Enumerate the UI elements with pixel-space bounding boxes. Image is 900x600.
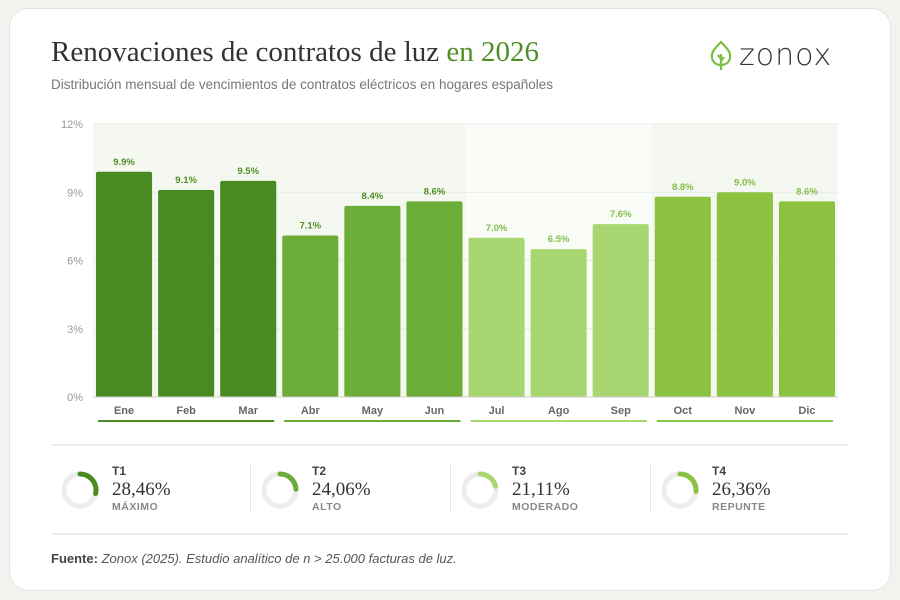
source-note: Fuente: Zonox (2025). Estudio analítico … (51, 551, 457, 566)
x-tick-label: Abr (301, 405, 321, 417)
quarter-label: MÁXIMO (112, 501, 159, 513)
bar-jun (406, 201, 463, 397)
bar-sep (592, 224, 649, 397)
y-tick-label: 0% (67, 392, 83, 404)
bar-feb (158, 189, 215, 397)
bar-dic (778, 201, 835, 397)
quarter-label: MODERADO (512, 501, 579, 513)
logo: zonox (709, 38, 832, 73)
data-label: 6.5% (548, 234, 570, 245)
bar-ago (530, 249, 587, 397)
donut-icon (61, 471, 99, 509)
leaf-icon (710, 39, 732, 70)
bar-may (344, 205, 401, 397)
title-highlight: en 2026 (446, 36, 540, 68)
quarter-name: T2 (312, 464, 327, 478)
data-label: 7.1% (299, 220, 321, 231)
data-label: 9.5% (237, 166, 259, 177)
x-tick-label: Sep (611, 405, 631, 417)
data-label: 8.4% (362, 191, 384, 202)
separator (650, 463, 651, 513)
data-label: 8.6% (424, 186, 446, 197)
subtitle: Distribución mensual de vencimientos de … (51, 77, 554, 92)
y-tick-label: 3% (67, 324, 83, 336)
x-tick-label: Ago (548, 405, 570, 417)
x-tick-label: Nov (734, 405, 756, 417)
data-label: 8.8% (672, 182, 694, 193)
separator (450, 463, 451, 513)
quarter-value: 26,36% (712, 479, 771, 500)
quarter-label: ALTO (312, 501, 342, 513)
donut-icon (661, 471, 699, 509)
bar-abr (282, 235, 339, 397)
x-tick-label: Jul (489, 405, 505, 417)
divider (51, 533, 849, 535)
data-label: 7.0% (486, 223, 508, 234)
x-tick-label: Dic (798, 405, 815, 417)
separator (250, 463, 251, 513)
bar-oct (654, 196, 711, 397)
x-tick-label: Mar (238, 405, 258, 417)
x-tick-label: May (362, 405, 384, 417)
y-tick-label: 9% (67, 187, 83, 199)
quarter-name: T1 (112, 464, 127, 478)
x-tick-label: Jun (425, 405, 445, 417)
quarter-value: 21,11% (512, 479, 570, 500)
donut-icon (261, 471, 299, 509)
bar-ene (96, 171, 153, 397)
divider (51, 444, 849, 446)
quarter-value: 24,06% (312, 479, 371, 500)
bar-nov (716, 192, 773, 397)
data-label: 8.6% (796, 186, 818, 197)
quarter-name: T3 (512, 464, 527, 478)
y-tick-label: 6% (67, 256, 83, 268)
bar-chart: 0% 3% 6% 9% 12% 9.9% Ene 9.1% Feb 9.5% Mar 7.1% Abr 8… (61, 119, 838, 422)
title-text: Renovaciones de contratos de luz (51, 36, 440, 68)
bar-jul (468, 237, 525, 397)
data-label: 7.6% (610, 209, 632, 220)
quarter-label: REPUNTE (712, 501, 766, 513)
y-tick-label: 12% (61, 119, 83, 131)
quarter-value: 28,46% (112, 479, 171, 500)
bar-mar (220, 180, 277, 397)
data-label: 9.0% (734, 177, 756, 188)
data-label: 9.1% (175, 175, 197, 186)
source-text: Zonox (2025). Estudio analítico de n > 2… (101, 551, 457, 566)
data-label: 9.9% (113, 157, 135, 168)
x-tick-label: Oct (674, 405, 693, 417)
x-tick-label: Feb (176, 405, 196, 417)
logo-text: zonox (739, 38, 833, 73)
x-tick-label: Ene (114, 405, 134, 417)
quarter-name: T4 (712, 464, 727, 478)
donut-icon (461, 471, 499, 509)
page-title: Renovaciones de contratos de luz en 2026 (51, 36, 539, 69)
source-label: Fuente: (51, 551, 98, 566)
